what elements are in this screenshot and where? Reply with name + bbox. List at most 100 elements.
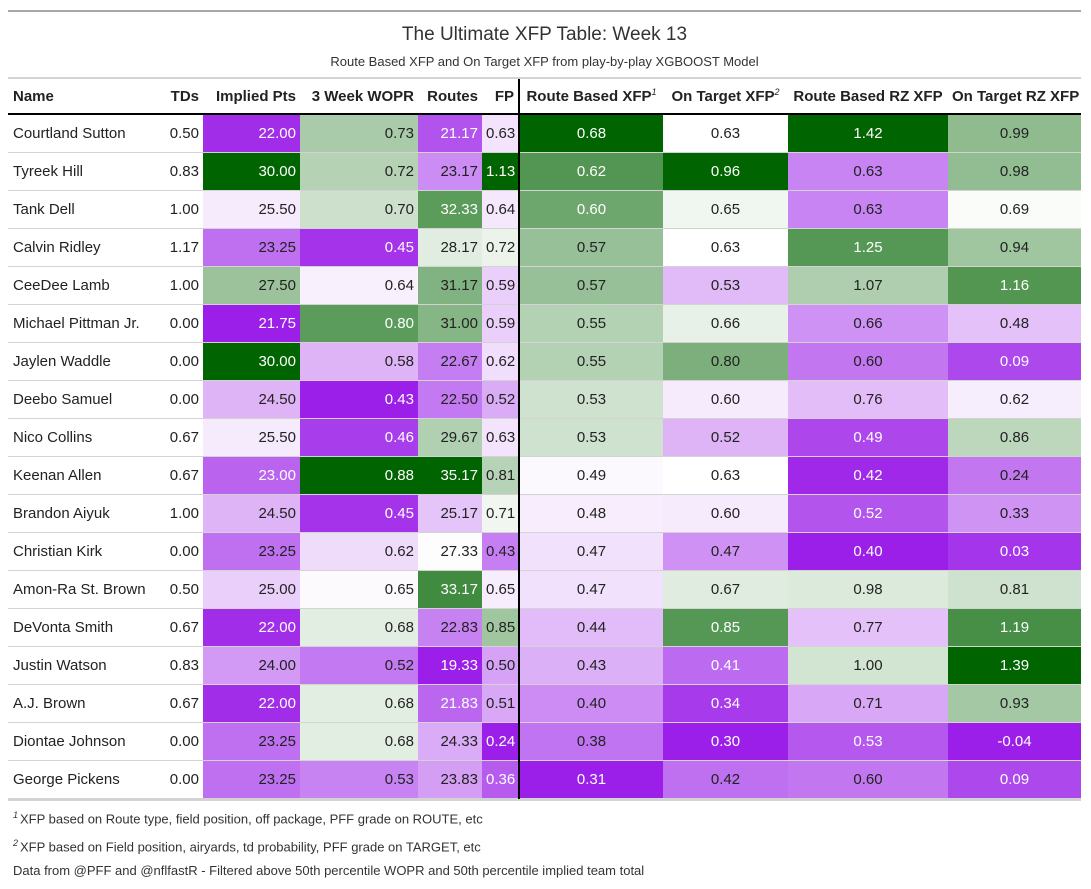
cell-implied-pts: 22.00 <box>203 608 300 647</box>
cell-target-xfp: 0.41 <box>663 646 788 685</box>
footer-separator <box>8 799 1081 801</box>
cell-target-rz-xfp: 0.99 <box>948 114 1081 153</box>
cell-routes: 24.33 <box>418 722 482 761</box>
cell-implied-pts: 27.50 <box>203 266 300 305</box>
cell-tds: 0.83 <box>159 152 203 191</box>
cell-target-rz-xfp: 0.62 <box>948 380 1081 419</box>
table-header: Name TDs Implied Pts 3 Week WOPR Routes FP Rou… <box>8 79 1081 115</box>
cell-route-xfp: 0.49 <box>519 456 663 495</box>
cell-target-rz-xfp: 0.24 <box>948 456 1081 495</box>
cell-target-rz-xfp: 0.09 <box>948 760 1081 799</box>
cell-target-xfp: 0.63 <box>663 114 788 153</box>
cell-tds: 0.67 <box>159 608 203 647</box>
cell-routes: 22.67 <box>418 342 482 381</box>
cell-target-rz-xfp: 0.48 <box>948 304 1081 343</box>
footnote: 2 XFP based on Field position, airyards, … <box>13 829 1081 857</box>
table-row: Tank Dell 1.00 25.50 0.70 32.33 0.64 0.60 0.65 0… <box>8 190 1081 229</box>
cell-name: Nico Collins <box>8 418 159 457</box>
cell-implied-pts: 23.25 <box>203 532 300 571</box>
cell-route-xfp: 0.53 <box>519 418 663 457</box>
cell-tds: 1.00 <box>159 494 203 533</box>
column-header-label: Route Based RZ XFP <box>793 87 943 105</box>
cell-name: Jaylen Waddle <box>8 342 159 381</box>
footnote-text: XFP based on Field position, airyards, t… <box>20 839 481 855</box>
cell-implied-pts: 30.00 <box>203 342 300 381</box>
cell-target-rz-xfp: 0.03 <box>948 532 1081 571</box>
cell-routes: 29.67 <box>418 418 482 457</box>
cell-routes: 25.17 <box>418 494 482 533</box>
cell-route-xfp: 0.68 <box>519 114 663 153</box>
cell-route-xfp: 0.62 <box>519 152 663 191</box>
cell-target-rz-xfp: 0.86 <box>948 418 1081 457</box>
cell-name: Michael Pittman Jr. <box>8 304 159 343</box>
cell-route-rz-xfp: 0.77 <box>788 608 948 647</box>
cell-wopr: 0.52 <box>300 646 418 685</box>
cell-route-xfp: 0.38 <box>519 722 663 761</box>
cell-implied-pts: 25.50 <box>203 190 300 229</box>
cell-wopr: 0.73 <box>300 114 418 153</box>
cell-wopr: 0.80 <box>300 304 418 343</box>
cell-name: Justin Watson <box>8 646 159 685</box>
cell-route-xfp: 0.47 <box>519 532 663 571</box>
cell-tds: 0.00 <box>159 722 203 761</box>
cell-implied-pts: 22.00 <box>203 114 300 153</box>
cell-routes: 31.00 <box>418 304 482 343</box>
cell-name: Tyreek Hill <box>8 152 159 191</box>
cell-name: Deebo Samuel <box>8 380 159 419</box>
footnote-marker: 1 <box>651 87 657 97</box>
cell-target-rz-xfp: 0.33 <box>948 494 1081 533</box>
header-row: Name TDs Implied Pts 3 Week WOPR Routes FP Rou… <box>8 79 1081 115</box>
cell-wopr: 0.68 <box>300 608 418 647</box>
cell-wopr: 0.46 <box>300 418 418 457</box>
cell-route-rz-xfp: 0.76 <box>788 380 948 419</box>
column-header-implied-pts: Implied Pts <box>203 79 300 115</box>
cell-implied-pts: 25.50 <box>203 418 300 457</box>
table-row: Amon-Ra St. Brown 0.50 25.00 0.65 33.17 0.65 0… <box>8 570 1081 609</box>
cell-route-rz-xfp: 0.66 <box>788 304 948 343</box>
cell-fp: 0.72 <box>482 228 520 267</box>
cell-target-xfp: 0.80 <box>663 342 788 381</box>
cell-route-rz-xfp: 0.98 <box>788 570 948 609</box>
column-header-label: Routes <box>427 87 478 105</box>
footnote-text: XFP based on Route type, field position,… <box>20 811 483 827</box>
cell-wopr: 0.72 <box>300 152 418 191</box>
cell-target-xfp: 0.66 <box>663 304 788 343</box>
column-header-label: On Target XFP <box>671 88 775 105</box>
cell-route-rz-xfp: 0.63 <box>788 190 948 229</box>
cell-name: Calvin Ridley <box>8 228 159 267</box>
cell-target-rz-xfp: 0.94 <box>948 228 1081 267</box>
cell-implied-pts: 24.50 <box>203 380 300 419</box>
cell-route-xfp: 0.57 <box>519 266 663 305</box>
table-row: Justin Watson 0.83 24.00 0.52 19.33 0.50 0.43 0… <box>8 646 1081 685</box>
cell-target-xfp: 0.85 <box>663 608 788 647</box>
cell-tds: 0.00 <box>159 342 203 381</box>
cell-route-xfp: 0.43 <box>519 646 663 685</box>
cell-target-xfp: 0.47 <box>663 532 788 571</box>
cell-route-xfp: 0.53 <box>519 380 663 419</box>
header-separator <box>8 77 1081 79</box>
cell-fp: 0.43 <box>482 532 520 571</box>
cell-implied-pts: 21.75 <box>203 304 300 343</box>
column-header-label: FP <box>494 87 514 105</box>
cell-fp: 0.36 <box>482 760 520 799</box>
cell-routes: 22.83 <box>418 608 482 647</box>
cell-target-xfp: 0.67 <box>663 570 788 609</box>
table-row: DeVonta Smith 0.67 22.00 0.68 22.83 0.85 0.44 0… <box>8 608 1081 647</box>
cell-target-rz-xfp: 0.93 <box>948 684 1081 723</box>
column-header-label: TDs <box>170 87 199 105</box>
column-header-name: Name <box>8 79 159 115</box>
cell-implied-pts: 23.00 <box>203 456 300 495</box>
cell-route-xfp: 0.48 <box>519 494 663 533</box>
cell-target-rz-xfp: -0.04 <box>948 722 1081 761</box>
table-row: Jaylen Waddle 0.00 30.00 0.58 22.67 0.62 0.55 0… <box>8 342 1081 381</box>
cell-tds: 0.67 <box>159 684 203 723</box>
table-row: Keenan Allen 0.67 23.00 0.88 35.17 0.81 0.49 0.… <box>8 456 1081 495</box>
cell-name: Christian Kirk <box>8 532 159 571</box>
cell-route-rz-xfp: 1.25 <box>788 228 948 267</box>
cell-name: George Pickens <box>8 760 159 799</box>
cell-fp: 0.81 <box>482 456 520 495</box>
cell-implied-pts: 22.00 <box>203 684 300 723</box>
cell-fp: 0.63 <box>482 114 520 153</box>
cell-route-rz-xfp: 0.60 <box>788 342 948 381</box>
column-header-tds: TDs <box>159 79 203 115</box>
